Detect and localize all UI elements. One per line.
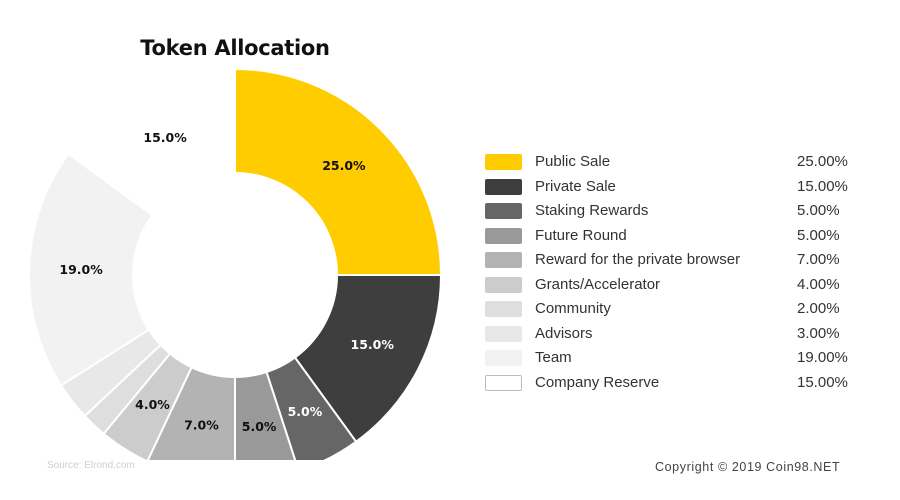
- legend-label: Company Reserve: [535, 373, 660, 391]
- legend-swatch: [485, 325, 522, 342]
- legend-label: Private Sale: [535, 177, 616, 195]
- legend-label: Team: [535, 349, 572, 366]
- slice-label-staking-rewards: 5.0%: [288, 404, 323, 419]
- legend-swatch: [485, 350, 522, 366]
- legend-swatch: [485, 203, 522, 219]
- legend-swatch: [485, 252, 522, 268]
- legend-value: 2.00%: [797, 300, 840, 317]
- slice-label-company-reserve: 15.0%: [143, 130, 187, 145]
- slice-label-grants-accelerator: 4.0%: [135, 397, 170, 412]
- legend-value: 5.00%: [797, 202, 840, 219]
- slice-reward-for-the-private-browser: [146, 365, 236, 460]
- legend-item-community: Community 2.00%: [485, 297, 865, 322]
- legend-item-advisors: Advisors 3.00%: [485, 322, 865, 347]
- legend-swatch: [485, 301, 522, 317]
- legend-item-reward-for-the-private-browser: Reward for the private browser 7.00%: [485, 248, 865, 273]
- slice-label-public-sale: 25.0%: [322, 158, 366, 173]
- donut-chart: 25.0% 15.0% 5.0% 5.0% 7.0% 4.0% 19.0% 15.0%: [28, 67, 443, 460]
- legend-label: Reward for the private browser: [535, 251, 741, 268]
- slice-public-sale: [234, 67, 443, 276]
- legend-label: Grants/Accelerator: [535, 275, 661, 293]
- slice-label-private-sale: 15.0%: [351, 337, 395, 352]
- legend-swatch: [485, 374, 522, 391]
- slice-team: [28, 152, 154, 387]
- legend-label: Public Sale: [535, 153, 611, 170]
- legend-value: 15.00%: [797, 177, 848, 195]
- chart-title: Token Allocation: [140, 36, 330, 60]
- slice-label-reward-for-the-private-browser: 7.0%: [184, 417, 219, 432]
- legend-label: Staking Rewards: [535, 202, 649, 219]
- legend-value: 25.00%: [797, 153, 848, 170]
- legend-item-team: Team 19.00%: [485, 346, 865, 371]
- legend-item-company-reserve: Company Reserve 15.00%: [485, 371, 865, 396]
- slice-label-future-round: 5.0%: [242, 419, 277, 434]
- legend-swatch: [485, 276, 522, 293]
- copyright-note: Copyright © 2019 Coin98.NET: [655, 460, 841, 474]
- legend-value: 7.00%: [797, 251, 840, 268]
- chart-legend: Public Sale 25.00% Private Sale 15.00% Staki…: [485, 150, 865, 395]
- legend-swatch: [485, 154, 522, 170]
- legend-label: Community: [535, 300, 611, 317]
- legend-label: Future Round: [535, 226, 627, 244]
- legend-label: Advisors: [535, 324, 593, 342]
- slice-future-round: [234, 370, 297, 460]
- legend-swatch: [485, 178, 522, 195]
- legend-value: 5.00%: [797, 226, 840, 244]
- slice-staking-rewards: [265, 356, 358, 460]
- legend-value: 4.00%: [797, 275, 840, 293]
- legend-item-grants-accelerator: Grants/Accelerator 4.00%: [485, 273, 865, 298]
- source-note: Source: Elrond.com: [47, 460, 135, 471]
- slice-label-team: 19.0%: [59, 262, 103, 277]
- legend-value: 19.00%: [797, 349, 848, 366]
- slice-company-reserve: [66, 67, 236, 217]
- legend-value: 15.00%: [797, 373, 848, 391]
- legend-item-future-round: Future Round 5.00%: [485, 224, 865, 249]
- legend-value: 3.00%: [797, 324, 840, 342]
- legend-item-staking-rewards: Staking Rewards 5.00%: [485, 199, 865, 224]
- legend-item-private-sale: Private Sale 15.00%: [485, 175, 865, 200]
- legend-swatch: [485, 227, 522, 244]
- slice-private-sale: [293, 274, 443, 444]
- legend-item-public-sale: Public Sale 25.00%: [485, 150, 865, 175]
